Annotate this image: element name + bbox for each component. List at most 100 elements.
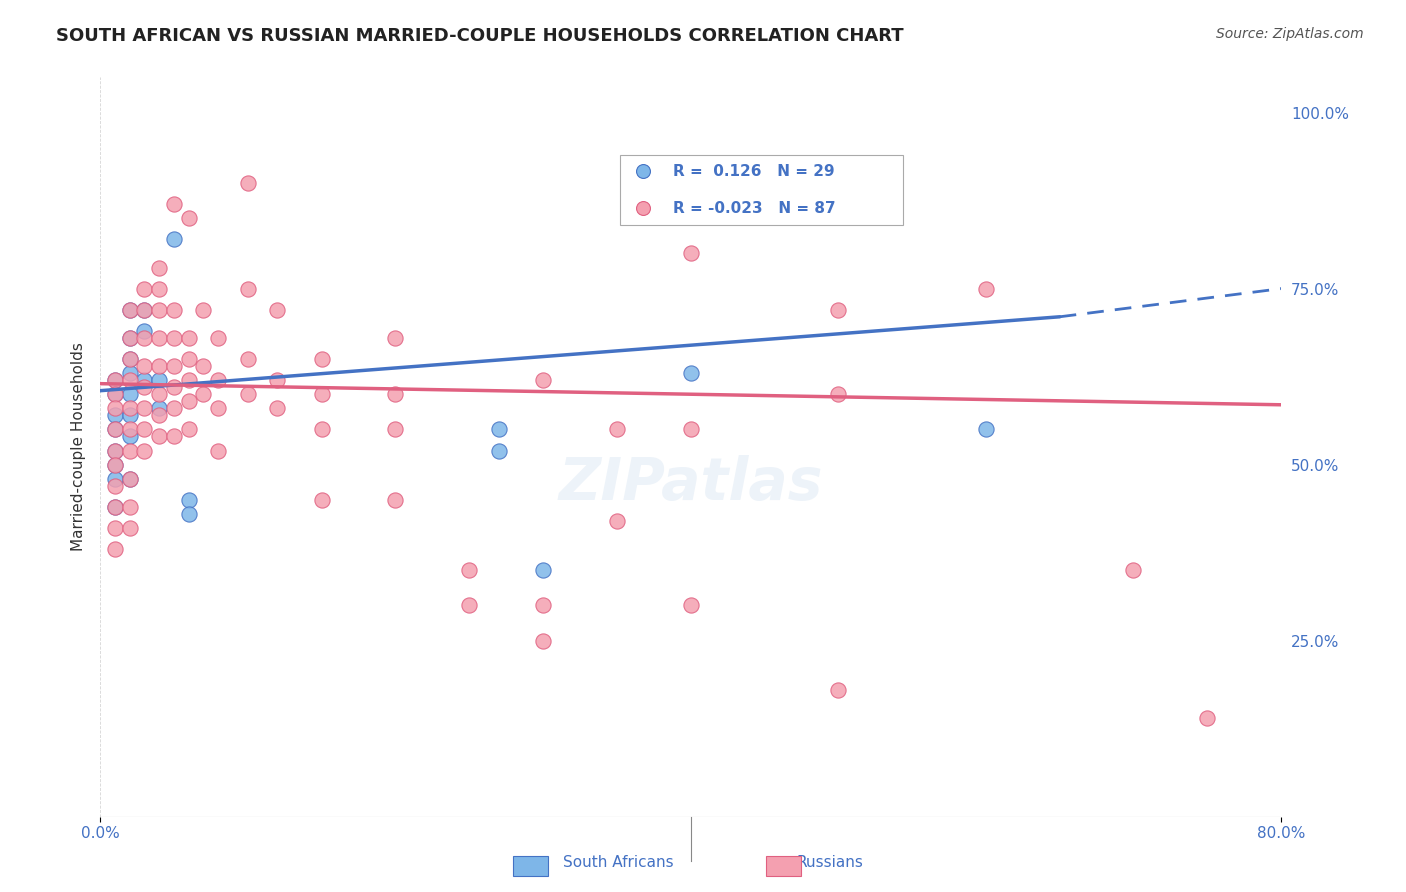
Point [118,302,141,317]
Text: Russians: Russians [796,855,863,870]
Point [193,302,215,317]
Point [148,260,170,275]
Point [488,422,510,436]
Point [311,422,333,436]
Point [531,633,554,648]
Point [679,246,702,260]
Point [118,521,141,535]
Point [458,563,481,577]
Point [118,472,141,486]
Point [827,302,849,317]
Point [104,373,127,387]
Point [104,401,127,416]
Point [768,195,790,210]
Point [118,331,141,345]
Point [177,373,200,387]
Point [163,429,186,443]
Point [104,458,127,472]
Point [104,542,127,557]
Point [236,282,259,296]
Point [104,521,127,535]
Point [266,373,288,387]
Point [177,211,200,226]
Point [827,387,849,401]
Point [193,387,215,401]
Point [1122,563,1144,577]
Point [768,230,790,244]
Point [311,351,333,366]
Point [236,387,259,401]
Point [177,422,200,436]
Point [207,331,229,345]
Point [104,472,127,486]
Point [531,599,554,613]
Point [679,599,702,613]
Point [118,443,141,458]
Point [104,500,127,514]
Point [104,422,127,436]
Point [134,324,156,338]
Text: ZIPatlas: ZIPatlas [558,456,823,513]
Point [104,479,127,493]
Point [134,302,156,317]
Text: R =  0.126   N = 29: R = 0.126 N = 29 [673,164,835,178]
Point [679,422,702,436]
Point [118,351,141,366]
Point [163,232,186,246]
Point [148,409,170,423]
Point [193,359,215,373]
Point [531,373,554,387]
Point [118,351,141,366]
Point [236,351,259,366]
Point [118,387,141,401]
Point [118,302,141,317]
Point [104,387,127,401]
Point [384,422,406,436]
Point [207,373,229,387]
Point [104,409,127,423]
Point [177,507,200,521]
Point [163,302,186,317]
Point [134,443,156,458]
Point [134,331,156,345]
Text: SOUTH AFRICAN VS RUSSIAN MARRIED-COUPLE HOUSEHOLDS CORRELATION CHART: SOUTH AFRICAN VS RUSSIAN MARRIED-COUPLE … [56,27,904,45]
Point [148,429,170,443]
Point [163,380,186,394]
Point [134,302,156,317]
Y-axis label: Married-couple Households: Married-couple Households [72,343,86,551]
Point [104,422,127,436]
Point [531,563,554,577]
Point [134,401,156,416]
Point [118,373,141,387]
Text: R = -0.023   N = 87: R = -0.023 N = 87 [673,201,835,216]
Point [311,387,333,401]
Point [118,331,141,345]
Point [266,401,288,416]
Point [1197,711,1219,725]
Point [134,373,156,387]
Point [148,282,170,296]
Point [177,351,200,366]
Point [163,331,186,345]
Point [384,331,406,345]
Point [163,197,186,211]
Point [118,500,141,514]
Point [118,366,141,380]
Point [118,429,141,443]
Point [606,422,628,436]
Point [163,401,186,416]
Point [148,373,170,387]
Text: Source: ZipAtlas.com: Source: ZipAtlas.com [1216,27,1364,41]
Point [104,500,127,514]
Point [458,599,481,613]
Point [134,282,156,296]
Point [606,514,628,528]
Point [236,176,259,190]
Point [177,492,200,507]
Point [163,359,186,373]
Point [118,409,141,423]
Point [148,302,170,317]
Point [974,282,997,296]
Point [177,331,200,345]
Point [974,422,997,436]
